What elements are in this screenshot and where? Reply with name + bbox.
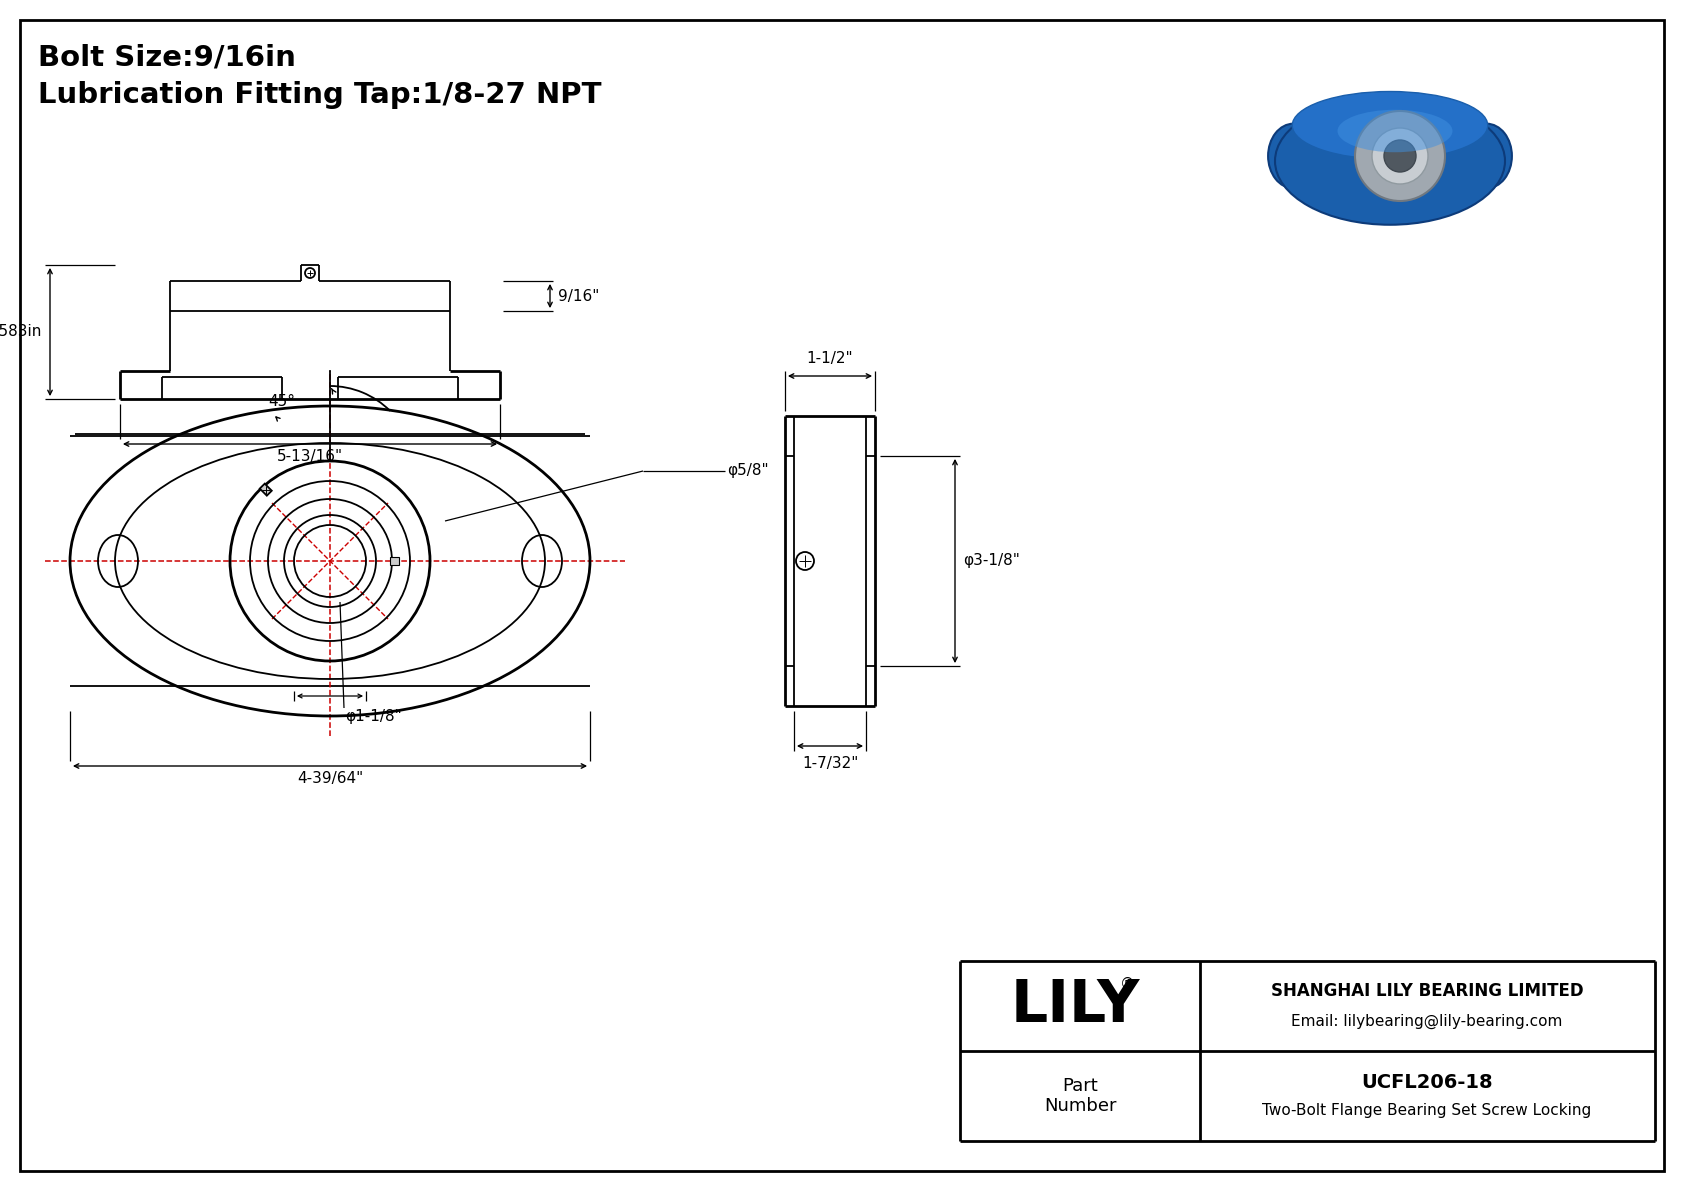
Text: Lubrication Fitting Tap:1/8-27 NPT: Lubrication Fitting Tap:1/8-27 NPT bbox=[39, 81, 601, 110]
Text: φ1-1/8": φ1-1/8" bbox=[345, 709, 402, 723]
Ellipse shape bbox=[1292, 92, 1487, 160]
Ellipse shape bbox=[1275, 98, 1505, 225]
Polygon shape bbox=[259, 484, 271, 495]
Text: 45°: 45° bbox=[268, 393, 295, 409]
Circle shape bbox=[1384, 141, 1416, 172]
Ellipse shape bbox=[1462, 124, 1512, 188]
Text: 4-39/64": 4-39/64" bbox=[296, 771, 364, 786]
Text: φ5/8": φ5/8" bbox=[727, 463, 768, 479]
Text: 5-13/16": 5-13/16" bbox=[276, 449, 344, 464]
Text: LILY: LILY bbox=[1010, 978, 1140, 1035]
Text: 1-1/2": 1-1/2" bbox=[807, 351, 854, 366]
Text: Part
Number: Part Number bbox=[1044, 1077, 1116, 1116]
Text: UCFL206-18: UCFL206-18 bbox=[1361, 1073, 1492, 1091]
Polygon shape bbox=[391, 557, 399, 565]
Text: Email: lilybearing@lily-bearing.com: Email: lilybearing@lily-bearing.com bbox=[1292, 1014, 1563, 1029]
Text: φ3-1/8": φ3-1/8" bbox=[963, 554, 1021, 568]
Text: 9/16": 9/16" bbox=[557, 288, 600, 304]
Circle shape bbox=[1356, 111, 1445, 201]
Circle shape bbox=[1372, 127, 1428, 183]
Ellipse shape bbox=[1337, 110, 1453, 152]
Ellipse shape bbox=[1268, 124, 1319, 188]
Text: SHANGHAI LILY BEARING LIMITED: SHANGHAI LILY BEARING LIMITED bbox=[1271, 983, 1583, 1000]
Text: 1.583in: 1.583in bbox=[0, 324, 42, 339]
Text: 1-7/32": 1-7/32" bbox=[802, 756, 859, 771]
Text: Bolt Size:9/16in: Bolt Size:9/16in bbox=[39, 43, 296, 71]
Text: ®: ® bbox=[1120, 977, 1135, 991]
Text: Two-Bolt Flange Bearing Set Screw Locking: Two-Bolt Flange Bearing Set Screw Lockin… bbox=[1263, 1103, 1591, 1117]
